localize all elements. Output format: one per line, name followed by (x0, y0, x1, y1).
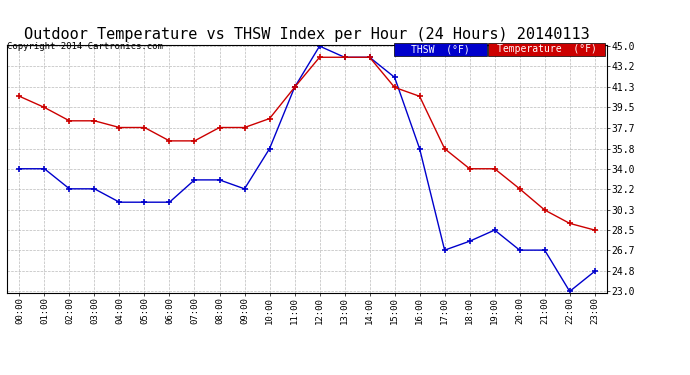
Title: Outdoor Temperature vs THSW Index per Hour (24 Hours) 20140113: Outdoor Temperature vs THSW Index per Ho… (24, 27, 590, 42)
THSW (°F) (440, 248, 449, 252)
Temperature (°F) (40, 105, 48, 110)
Temperature (°F) (290, 85, 299, 90)
Text: Copyright 2014 Cartronics.com: Copyright 2014 Cartronics.com (7, 42, 163, 51)
Temperature (°F) (115, 125, 124, 130)
Temperature (°F) (591, 228, 599, 232)
Temperature (°F) (190, 139, 199, 143)
THSW (°F) (366, 55, 374, 60)
THSW (°F) (591, 269, 599, 274)
Line: Temperature (°F): Temperature (°F) (16, 54, 598, 234)
Temperature (°F) (315, 55, 324, 60)
Temperature (°F) (15, 94, 23, 99)
THSW (°F) (115, 200, 124, 204)
Temperature (°F) (540, 208, 549, 212)
THSW (°F) (540, 248, 549, 252)
THSW (°F) (466, 239, 474, 243)
Temperature (°F) (515, 187, 524, 191)
THSW (°F) (340, 55, 348, 60)
THSW (°F) (215, 178, 224, 182)
Temperature (°F) (215, 125, 224, 130)
Temperature (°F) (491, 166, 499, 171)
Temperature (°F) (415, 94, 424, 99)
Temperature (°F) (366, 55, 374, 60)
THSW (°F) (290, 85, 299, 90)
THSW (°F) (240, 187, 248, 191)
Temperature (°F) (66, 118, 74, 123)
THSW (°F) (15, 166, 23, 171)
THSW (°F) (515, 248, 524, 252)
Temperature (°F) (166, 139, 174, 143)
Temperature (°F) (140, 125, 148, 130)
THSW (°F) (315, 44, 324, 48)
THSW (°F) (140, 200, 148, 204)
Temperature (°F) (240, 125, 248, 130)
Temperature (°F) (266, 116, 274, 121)
Temperature (°F) (566, 221, 574, 226)
FancyBboxPatch shape (489, 42, 605, 56)
Temperature (°F) (440, 146, 449, 151)
Line: THSW (°F): THSW (°F) (16, 43, 598, 295)
THSW (°F) (266, 146, 274, 151)
Temperature (°F) (340, 55, 348, 60)
THSW (°F) (391, 75, 399, 80)
THSW (°F) (491, 228, 499, 232)
THSW (°F) (415, 146, 424, 151)
Text: THSW  (°F): THSW (°F) (411, 45, 470, 54)
Temperature (°F) (466, 166, 474, 171)
THSW (°F) (166, 200, 174, 204)
Temperature (°F) (90, 118, 99, 123)
FancyBboxPatch shape (394, 42, 487, 56)
Temperature (°F) (391, 85, 399, 90)
THSW (°F) (90, 187, 99, 191)
THSW (°F) (66, 187, 74, 191)
Text: Temperature  (°F): Temperature (°F) (497, 45, 597, 54)
THSW (°F) (40, 166, 48, 171)
THSW (°F) (190, 178, 199, 182)
THSW (°F) (566, 289, 574, 294)
